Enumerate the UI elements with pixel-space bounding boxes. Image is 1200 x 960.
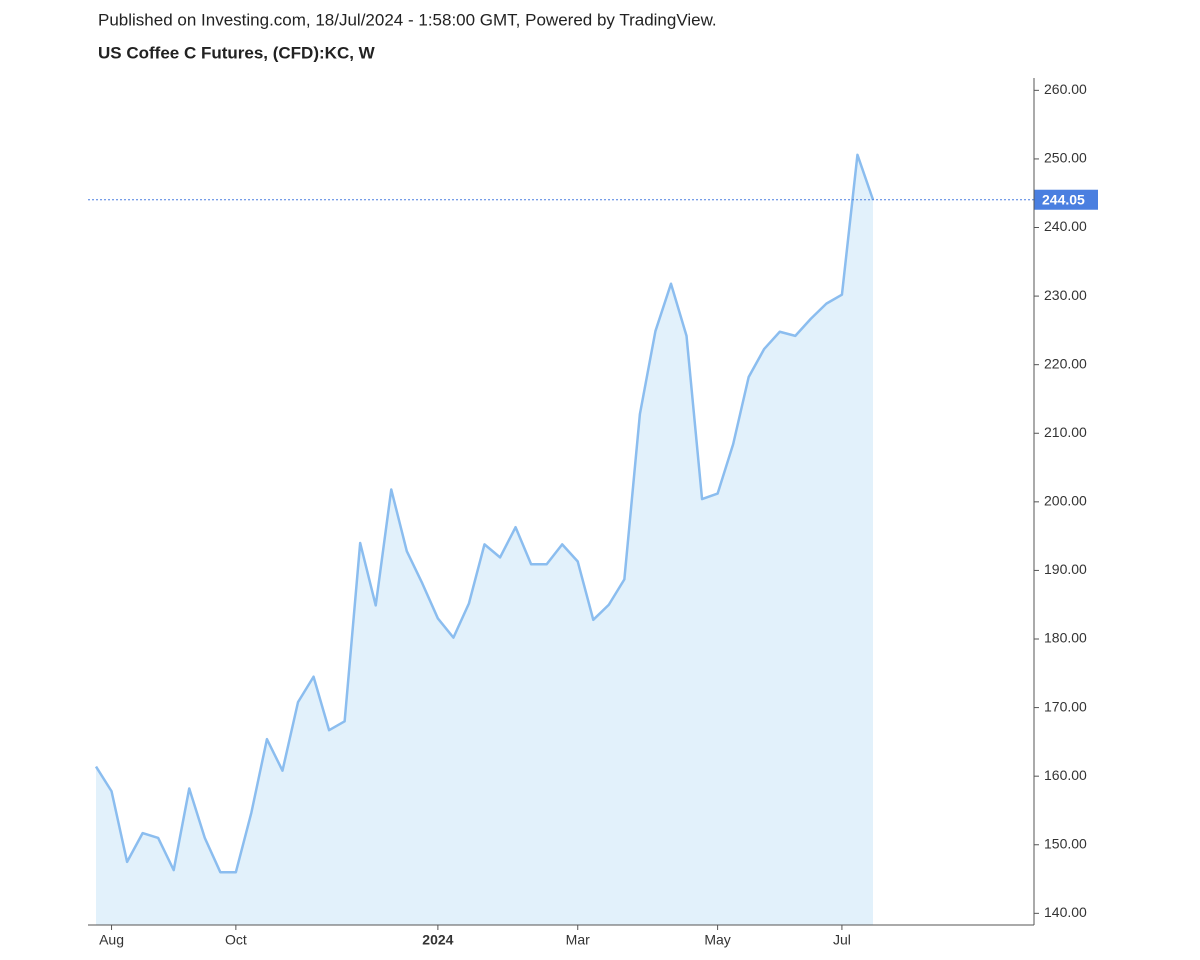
subtitle: Published on Investing.com, 18/Jul/2024 … [98, 10, 717, 29]
y-tick-label: 260.00 [1044, 81, 1087, 97]
x-tick-label: Jul [833, 932, 851, 948]
last-price-label: 244.05 [1042, 191, 1085, 207]
y-tick-label: 170.00 [1044, 698, 1087, 714]
y-tick-label: 190.00 [1044, 561, 1087, 577]
area-fill [96, 154, 873, 925]
y-tick-label: 200.00 [1044, 493, 1087, 509]
last-price-badge [1034, 189, 1098, 210]
price-line [94, 153, 875, 874]
x-tick-label: Aug [99, 932, 124, 948]
y-tick-label: 210.00 [1044, 424, 1087, 440]
y-tick-label: 150.00 [1044, 835, 1087, 851]
chart-title: US Coffee C Futures, (CFD):KC, W [98, 43, 376, 62]
x-tick-label: May [704, 932, 730, 948]
y-tick-label: 220.00 [1044, 355, 1087, 371]
y-tick-label: 180.00 [1044, 630, 1087, 646]
y-tick-label: 240.00 [1044, 218, 1087, 234]
y-tick-label: 250.00 [1044, 150, 1087, 166]
y-tick-label: 230.00 [1044, 287, 1087, 303]
x-tick-label: 2024 [422, 932, 453, 948]
x-tick-label: Oct [225, 932, 247, 948]
y-tick-label: 160.00 [1044, 767, 1087, 783]
x-tick-label: Mar [566, 932, 590, 948]
y-tick-label: 140.00 [1044, 904, 1087, 920]
